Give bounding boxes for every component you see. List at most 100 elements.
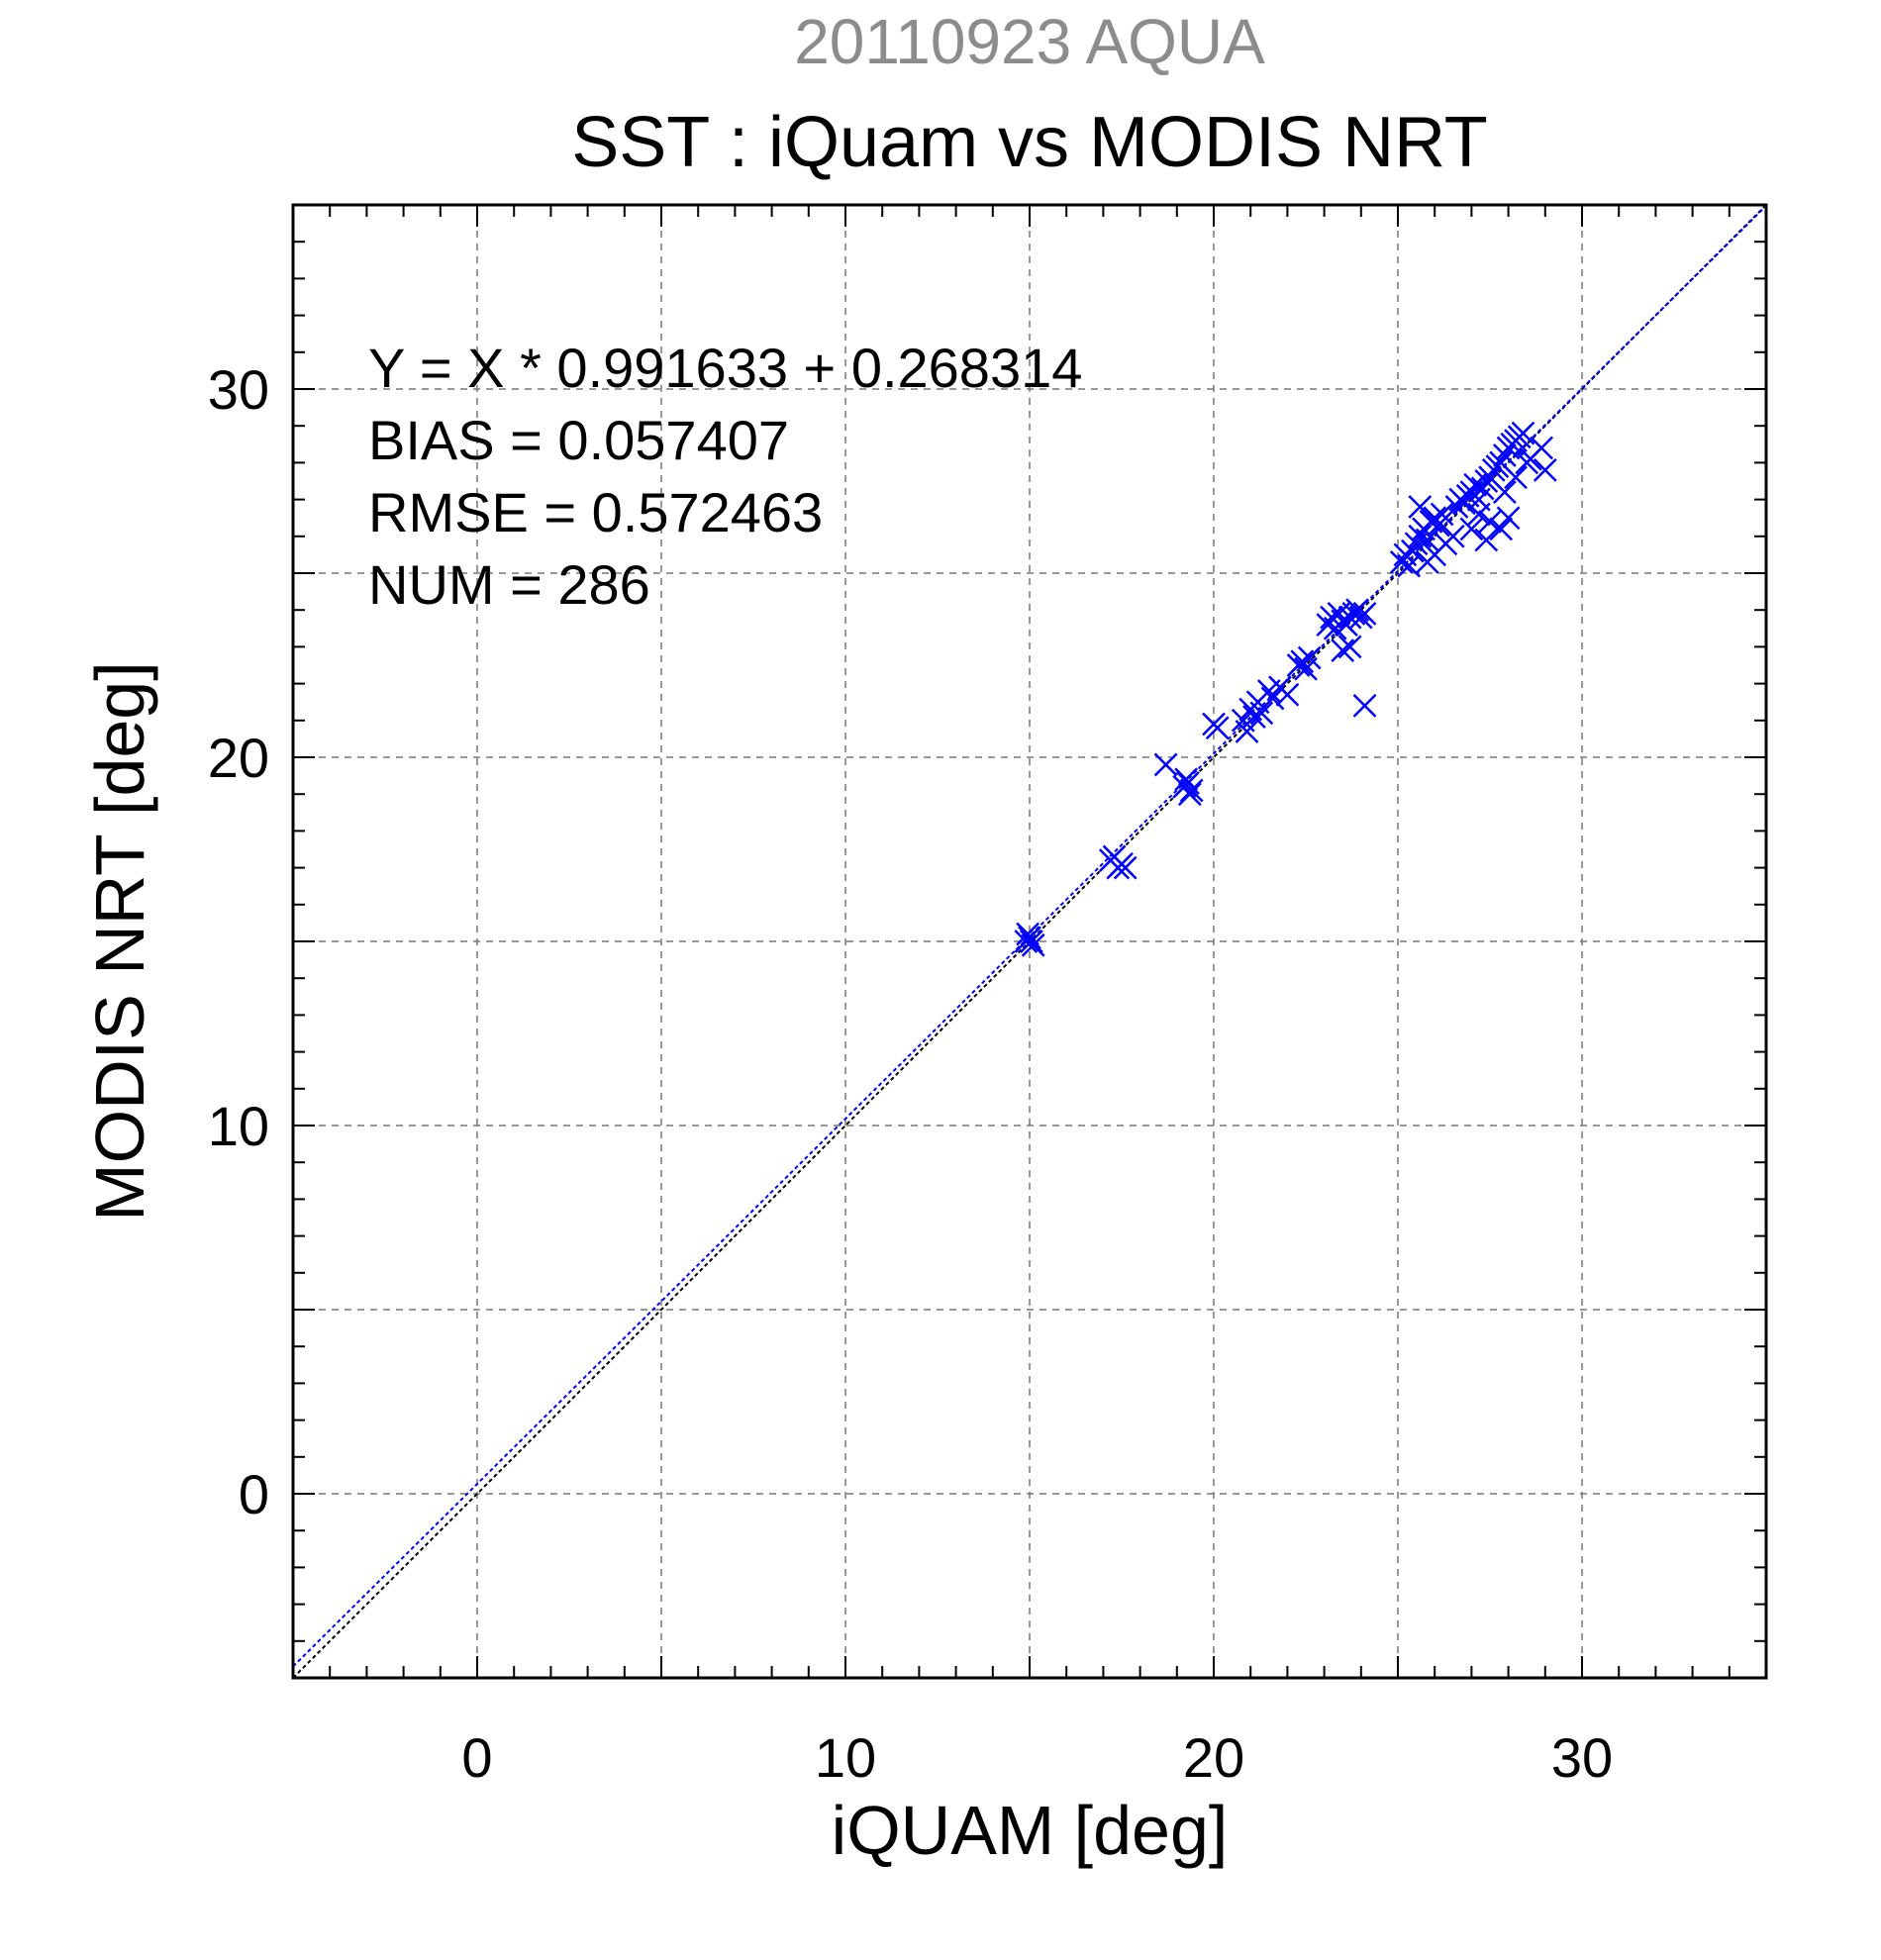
x-tick-label: 30 bbox=[1551, 1726, 1613, 1789]
data-point-stroke bbox=[1337, 635, 1362, 659]
data-point-stroke bbox=[1335, 613, 1358, 637]
y-tick-label: 0 bbox=[239, 1463, 269, 1525]
data-point bbox=[1470, 476, 1495, 501]
y-tick-label: 10 bbox=[208, 1095, 269, 1157]
data-point-stroke bbox=[1260, 686, 1285, 711]
data-point-stroke bbox=[1496, 506, 1521, 531]
data-point-stroke bbox=[1021, 932, 1045, 957]
data-point bbox=[1533, 457, 1557, 482]
y-axis-label: MODIS NRT [deg] bbox=[81, 661, 158, 1221]
data-point-stroke bbox=[1016, 922, 1040, 946]
data-point-stroke bbox=[1492, 480, 1517, 505]
data-point-stroke bbox=[1249, 701, 1274, 726]
data-point-stroke bbox=[1470, 476, 1495, 501]
data-point bbox=[1018, 926, 1041, 950]
data-point-stroke bbox=[1400, 539, 1425, 563]
data-point bbox=[1021, 932, 1045, 957]
data-point-stroke bbox=[1511, 421, 1535, 445]
data-point-stroke bbox=[1275, 682, 1300, 707]
data-point-stroke bbox=[1478, 465, 1502, 490]
chart-title: SST : iQuam vs MODIS NRT bbox=[571, 103, 1488, 182]
y-tick-label: 20 bbox=[208, 727, 269, 789]
data-point bbox=[1496, 506, 1521, 531]
data-point-stroke bbox=[1533, 457, 1557, 482]
data-point bbox=[1335, 613, 1358, 637]
data-point-stroke bbox=[1290, 649, 1315, 674]
data-point bbox=[1489, 517, 1514, 541]
data-point bbox=[1352, 694, 1377, 718]
data-point-stroke bbox=[1430, 502, 1454, 527]
chart-supertitle: 20110923 AQUA bbox=[794, 6, 1265, 77]
data-point-stroke bbox=[1504, 465, 1528, 490]
stat-annotation: BIAS = 0.057407 bbox=[368, 409, 789, 471]
data-point bbox=[1452, 491, 1476, 516]
data-point-stroke bbox=[1153, 752, 1178, 777]
data-point bbox=[1242, 705, 1266, 729]
data-point bbox=[1423, 506, 1447, 531]
data-point bbox=[1153, 752, 1178, 777]
data-point-stroke bbox=[1018, 926, 1041, 950]
tick-labels: 0 10 20 30 0 10 20 30 bbox=[208, 358, 1613, 1789]
plot-frame bbox=[291, 203, 1768, 1680]
data-point bbox=[1260, 686, 1285, 711]
data-point-stroke bbox=[1320, 605, 1343, 630]
data-point bbox=[1016, 922, 1040, 946]
data-point bbox=[1478, 510, 1502, 534]
data-point-stroke bbox=[1423, 506, 1447, 531]
data-point-stroke bbox=[1102, 844, 1127, 869]
data-point bbox=[1459, 517, 1484, 541]
data-point bbox=[1113, 855, 1138, 880]
data-point bbox=[1397, 553, 1422, 578]
data-point-stroke bbox=[1174, 767, 1198, 792]
data-point bbox=[1415, 528, 1439, 552]
data-points bbox=[1014, 421, 1557, 957]
data-point-stroke bbox=[1331, 638, 1355, 663]
data-point-stroke bbox=[1179, 778, 1204, 803]
data-point bbox=[1331, 638, 1355, 663]
data-point bbox=[1345, 598, 1369, 623]
data-point-stroke bbox=[1415, 528, 1439, 552]
data-point-stroke bbox=[1397, 553, 1422, 578]
x-axis-label: iQUAM [deg] bbox=[832, 1792, 1229, 1869]
data-point bbox=[1408, 524, 1433, 548]
data-point bbox=[1179, 778, 1204, 803]
data-point bbox=[1235, 720, 1259, 743]
data-point-stroke bbox=[1492, 443, 1517, 467]
data-point bbox=[1400, 539, 1425, 563]
data-point bbox=[1466, 502, 1491, 527]
data-point-stroke bbox=[1459, 517, 1484, 541]
data-point bbox=[1205, 716, 1230, 740]
data-point-stroke bbox=[1352, 602, 1377, 626]
data-point bbox=[1352, 602, 1377, 626]
data-point-stroke bbox=[1235, 720, 1259, 743]
statistics-annotations: Y = X * 0.991633 + 0.268314 BIAS = 0.0574… bbox=[368, 337, 1082, 616]
data-point bbox=[1297, 645, 1322, 670]
data-point bbox=[1249, 701, 1274, 726]
stat-annotation: NUM = 286 bbox=[368, 553, 650, 616]
stat-annotation: Y = X * 0.991633 + 0.268314 bbox=[368, 337, 1082, 399]
data-point-stroke bbox=[1489, 517, 1514, 541]
data-point-stroke bbox=[1297, 645, 1322, 670]
data-point bbox=[1408, 495, 1433, 519]
data-point-stroke bbox=[1440, 524, 1465, 548]
data-point-stroke bbox=[1113, 855, 1138, 880]
data-point bbox=[1275, 682, 1300, 707]
data-point bbox=[1504, 465, 1528, 490]
data-point bbox=[1019, 930, 1043, 953]
data-point bbox=[1337, 635, 1362, 659]
x-tick-label: 0 bbox=[461, 1726, 492, 1789]
data-point bbox=[1290, 649, 1315, 674]
data-point-stroke bbox=[1176, 771, 1200, 795]
data-point-stroke bbox=[1242, 705, 1266, 729]
data-point-stroke bbox=[1205, 716, 1230, 740]
data-point bbox=[1492, 480, 1517, 505]
data-point-stroke bbox=[1408, 524, 1433, 548]
data-point-stroke bbox=[1489, 450, 1514, 475]
data-point bbox=[1174, 767, 1198, 792]
data-point bbox=[1474, 528, 1499, 552]
data-point-stroke bbox=[1345, 598, 1369, 623]
data-point-stroke bbox=[1408, 495, 1433, 519]
grid-lines bbox=[293, 205, 1766, 1678]
